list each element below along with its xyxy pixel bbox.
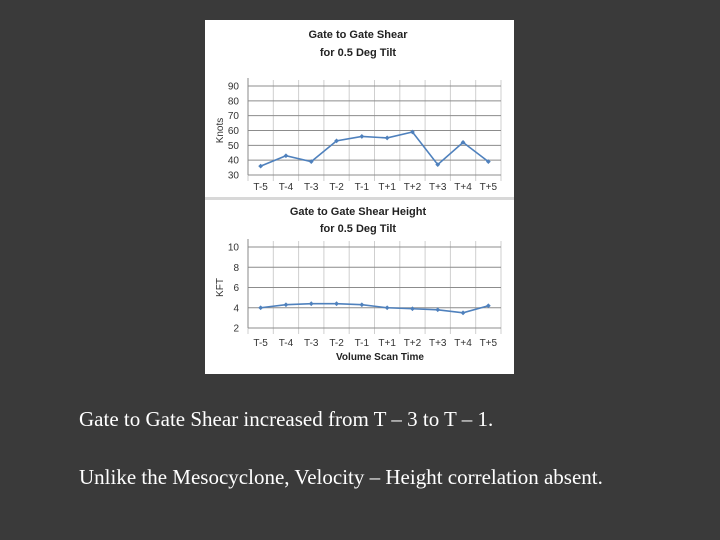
shear-data-point: [258, 163, 264, 169]
height-series-line: [260, 302, 489, 314]
height-x-tick-label: T+2: [404, 338, 422, 349]
shear-x-tick-label: T-4: [279, 182, 294, 193]
shear-chart-title: Gate to Gate Shear: [308, 29, 408, 41]
shear-x-tick-label: T+4: [454, 182, 472, 193]
height-x-axis-label: Volume Scan Time: [336, 352, 424, 363]
shear-chart: Gate to Gate Shear for 0.5 Deg Tilt 30 40 50…: [215, 29, 502, 193]
height-x-tick-label: T+1: [378, 338, 396, 349]
height-x-tick-label: T+4: [454, 338, 472, 349]
caption-shear-increase: Gate to Gate Shear increased from T – 3 …: [79, 407, 494, 431]
shear-y-tick-label: 40: [228, 156, 240, 167]
shear-y-axis-label: Knots: [215, 118, 226, 144]
height-data-point: [334, 301, 339, 307]
shear-data-point: [485, 159, 491, 165]
shear-y-tick-label: 70: [228, 111, 240, 122]
shear-series-line: [260, 131, 489, 167]
height-x-tick-label: T-4: [279, 338, 294, 349]
height-data-point: [283, 302, 289, 308]
height-data-point: [384, 305, 390, 311]
shear-y-tick-label: 50: [228, 141, 240, 152]
height-y-tick-label: 8: [233, 263, 239, 274]
shear-y-tick-label: 80: [228, 96, 240, 107]
height-x-tick-label: T-5: [253, 338, 268, 349]
height-y-tick-label: 2: [233, 324, 239, 335]
panel-divider: [205, 197, 514, 200]
height-chart-subtitle: for 0.5 Deg Tilt: [320, 223, 397, 235]
shear-data-point: [359, 134, 365, 139]
shear-x-tick-label: T-1: [355, 182, 370, 193]
shear-data-point: [384, 135, 390, 141]
height-data-point: [410, 306, 415, 312]
height-data-point: [485, 303, 491, 309]
shear-chart-panel: Gate to Gate Shear for 0.5 Deg Tilt 30 40 50…: [205, 20, 514, 197]
height-y-tick-label: 10: [228, 243, 240, 254]
shear-y-tick-label: 30: [228, 171, 240, 182]
shear-x-tick-label: T-3: [304, 182, 319, 193]
height-data-point: [258, 305, 264, 311]
height-x-tick-label: T+5: [480, 338, 498, 349]
height-x-tick-label: T-2: [329, 338, 344, 349]
shear-x-tick-label: T-2: [329, 182, 344, 193]
height-chart: Gate to Gate Shear Height for 0.5 Deg Til…: [215, 206, 502, 363]
height-y-axis-label: KFT: [215, 278, 226, 297]
shear-data-point: [334, 138, 339, 144]
shear-x-tick-label: T+3: [429, 182, 447, 193]
height-x-tick-label: T-1: [355, 338, 370, 349]
shear-chart-subtitle: for 0.5 Deg Tilt: [320, 47, 397, 59]
height-x-tick-label: T+3: [429, 338, 447, 349]
shear-x-tick-label: T+2: [404, 182, 422, 193]
height-x-tick-label: T-3: [304, 338, 319, 349]
shear-y-tick-label: 90: [228, 82, 240, 93]
height-data-point: [359, 302, 365, 308]
shear-data-point: [283, 153, 289, 159]
height-chart-panel: Gate to Gate Shear Height for 0.5 Deg Til…: [205, 200, 514, 374]
shear-x-tick-label: T-5: [253, 182, 268, 193]
shear-data-point: [460, 139, 466, 145]
height-data-point: [435, 307, 441, 313]
shear-y-tick-label: 60: [228, 126, 240, 137]
height-chart-title: Gate to Gate Shear Height: [290, 206, 427, 218]
shear-x-tick-label: T+5: [480, 182, 498, 193]
height-y-tick-label: 6: [233, 283, 239, 294]
height-y-tick-label: 4: [233, 303, 239, 314]
height-data-point: [460, 310, 466, 316]
height-data-point: [308, 301, 314, 307]
shear-data-point: [410, 129, 415, 135]
shear-x-tick-label: T+1: [378, 182, 396, 193]
caption-correlation-absent: Unlike the Mesocyclone, Velocity – Heigh…: [79, 465, 603, 489]
